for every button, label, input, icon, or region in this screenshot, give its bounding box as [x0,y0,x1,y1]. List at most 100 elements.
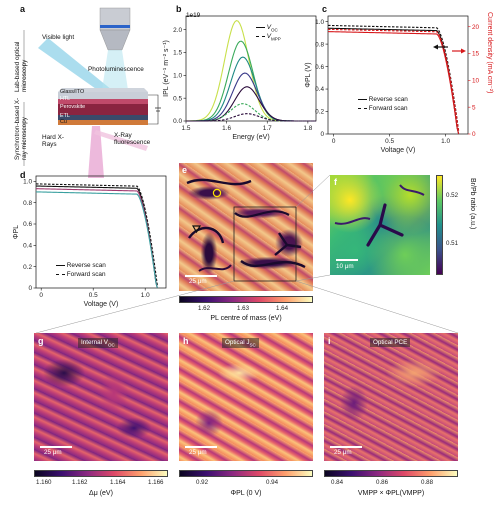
colorbar-g [34,470,168,477]
colorbar-label: ΦPL (0 V) [230,490,262,497]
colorbar-tick: 0.94 [266,479,279,486]
x-tick-label: 0.5 [385,138,394,145]
x-tick-label: 1.8 [303,125,312,132]
scale-bar [40,446,72,448]
plot-frame [185,15,317,122]
colorbar-h [179,470,313,477]
colorbar-tick: 1.166 [148,479,164,486]
scale-bar-label: 25 μm [334,449,352,456]
legend-forward: Forward scan [358,105,408,112]
layer-label-2: HTL [60,95,71,102]
panel-letter: c [322,4,328,14]
hard-xrays-label: Hard X-Rays [42,134,65,148]
marker-triangle [191,225,202,234]
jv-line-0 [327,27,460,135]
jv-line-3 [327,28,460,132]
y-tick-label: 0 [28,285,32,292]
y-tick-label: 0.8 [23,200,32,207]
colorbar-label: Br/Pb ratio (a.u.) [469,178,476,230]
legend-vmpp: VMPP [256,33,281,41]
x-axis-label: Voltage (V) [84,301,119,308]
xray-fluorescence-label: X-Ray fluorescence [114,132,151,146]
x-tick-label: 1.0 [441,138,450,145]
jv-line-2 [327,31,460,135]
y-tick-label: 0.2 [315,109,324,116]
colorbar-tick: 1.164 [110,479,126,486]
jv-line-2 [35,188,158,289]
x-tick-label: 1.0 [141,292,150,299]
y-tick-label: 0.8 [315,41,324,48]
panel-letter: a [20,4,26,14]
colorbar-tick: 0.92 [196,479,209,486]
jv-line-3 [35,191,158,289]
colorbar-f [436,175,443,275]
panel-title: Optical JSC [222,338,259,349]
legend-reverse: Reverse scan [56,262,106,269]
colorbar-tick: 1.64 [276,305,289,312]
layer-label-3: Perovskite [60,103,86,110]
colorbar-label: VMPP × ΦPL(VMPP) [357,490,425,497]
visible-light-label: Visible light [42,34,75,41]
jv-line-1 [327,24,460,132]
y-tick-label: 0 [320,131,324,138]
scale-bar-label: 10 μm [336,263,354,270]
y-tick-label: 0.2 [23,264,32,271]
marker-circle [212,188,222,198]
y-axis-label: ΦPL (V) [305,62,312,87]
jv-line-0 [35,185,158,289]
scale-bar-label: 25 μm [189,449,207,456]
legend-reverse: Reverse scan [358,96,408,103]
colorbar-tick: 1.62 [198,305,211,312]
colorbar-tick: 0.51 [446,240,459,247]
colorbar-e [179,296,313,303]
x-tick-label: 1.5 [182,125,191,132]
y-tick-label: 2.0 [173,27,182,34]
y-axis-label: IPL (eV⁻¹ m⁻² s⁻¹) [163,40,170,97]
x-tick-label: 0 [39,292,43,299]
photoluminescence-label: Photoluminescence [88,66,144,73]
y-tick-label: 0.5 [173,95,182,102]
panel-title: Internal VOC [78,338,118,349]
y-right-tick-label: 20 [472,24,480,31]
scale-bar [185,446,217,448]
colorbar-tick: 1.160 [36,479,52,486]
colorbar-label: Δμ (eV) [89,490,113,497]
scale-bar [330,446,362,448]
panel-letter: g [38,336,44,346]
scale-bar-label: 25 μm [189,278,207,285]
y-tick-label: 0.6 [315,64,324,71]
panel-letter: b [176,4,182,14]
internal-voc-map [34,333,168,461]
schematic-a [23,7,161,178]
legend-voc: VOC [256,24,278,32]
x-tick-label: 0 [332,138,336,145]
layer-label-5: Cu [60,118,67,125]
y-right-tick-label: 15 [472,51,480,58]
y-tick-label: 0.4 [23,243,32,250]
x-tick-label: 1.7 [263,125,272,132]
device-stack [58,88,148,125]
layer-label-4: ETL [60,112,70,119]
y-tick-label: 1.5 [173,50,182,57]
y-tick-label: 1.0 [173,73,182,80]
legend-forward: Forward scan [56,271,106,278]
scale-bar-label: 25 μm [44,449,62,456]
spectrum-line-6 [186,113,316,122]
colorbar-tick: 0.52 [446,192,459,199]
panel-letter: i [328,336,331,346]
y-right-tick-label: 5 [472,104,476,111]
colorbar-label: PL centre of mass (eV) [210,315,282,322]
panel-letter: e [182,165,188,175]
arrow-right-head [461,48,466,54]
y-tick-label: 1.0 [23,179,32,186]
y-right-tick-label: 0 [472,131,476,138]
x-tick-label: 0.5 [89,292,98,299]
br-pb-map: 10 μm [330,175,430,275]
colorbar-tick: 1.63 [237,305,250,312]
colorbar-tick: 0.86 [376,479,389,486]
scale-bar [336,259,358,261]
optical-pce-map [324,333,458,461]
y-axis-label: ΦPL [13,225,20,239]
